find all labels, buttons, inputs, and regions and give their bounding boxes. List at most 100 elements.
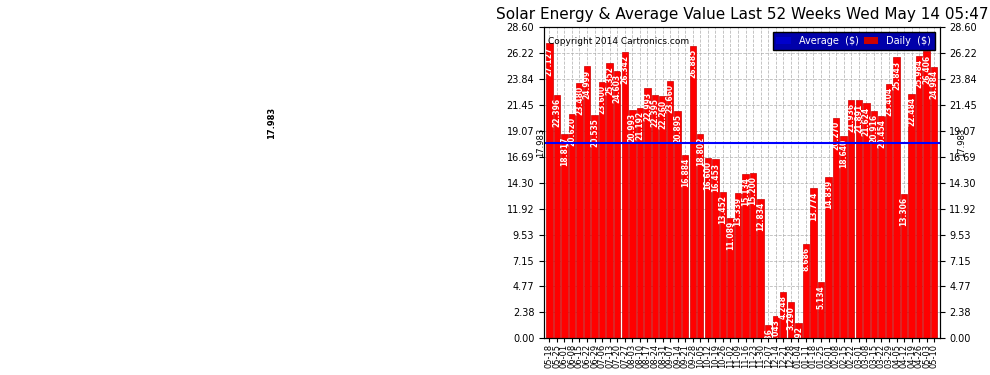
Text: 13.774: 13.774 (809, 192, 818, 221)
Text: 25.984: 25.984 (915, 59, 924, 88)
Bar (878, 116, 885, 338)
Text: 17.983: 17.983 (537, 128, 545, 158)
Title: Solar Energy & Average Value Last 52 Weeks Wed May 14 05:47: Solar Energy & Average Value Last 52 Wee… (496, 7, 988, 22)
Bar (780, 292, 786, 338)
Text: 18.640: 18.640 (840, 139, 848, 168)
Text: 13.306: 13.306 (900, 197, 909, 226)
Bar (651, 95, 658, 338)
Bar (728, 217, 734, 338)
Bar (584, 66, 590, 338)
Text: 25.352: 25.352 (605, 66, 614, 95)
Legend: Average  ($), Daily  ($): Average ($), Daily ($) (772, 32, 935, 50)
Bar (720, 192, 726, 338)
Bar (757, 199, 764, 338)
Text: 11.089: 11.089 (726, 221, 735, 250)
Bar (795, 323, 802, 338)
Bar (833, 118, 840, 338)
Text: 24.999: 24.999 (582, 70, 592, 99)
Bar (697, 134, 704, 338)
Bar (909, 94, 915, 338)
Text: 26.885: 26.885 (688, 49, 697, 78)
Bar (742, 174, 748, 338)
Bar (749, 173, 756, 338)
Bar (916, 56, 923, 338)
Text: 17.983: 17.983 (267, 107, 276, 140)
Text: 20.993: 20.993 (628, 113, 637, 142)
Text: 20.535: 20.535 (590, 118, 599, 147)
Bar (826, 177, 832, 338)
Bar (682, 154, 688, 338)
Text: 21.891: 21.891 (854, 104, 863, 133)
Bar (863, 103, 869, 338)
Bar (599, 82, 605, 338)
Text: 20.895: 20.895 (673, 114, 682, 144)
Bar (561, 134, 567, 338)
Bar (810, 189, 817, 338)
Text: 18.802: 18.802 (696, 137, 705, 166)
Bar (689, 46, 696, 338)
Text: 13.452: 13.452 (719, 195, 728, 224)
Text: 23.480: 23.480 (575, 86, 584, 116)
Bar (924, 51, 930, 338)
Bar (735, 193, 742, 338)
Text: 4.248: 4.248 (779, 296, 788, 320)
Text: 20.916: 20.916 (869, 114, 878, 143)
Bar (788, 303, 794, 338)
Bar (886, 84, 892, 338)
Text: 1.392: 1.392 (794, 326, 803, 350)
Text: 15.200: 15.200 (748, 176, 757, 205)
Text: 26.406: 26.406 (923, 54, 932, 84)
Text: 15.134: 15.134 (742, 177, 750, 206)
Text: 13.339: 13.339 (734, 196, 742, 226)
Text: 16.884: 16.884 (681, 158, 690, 187)
Bar (622, 52, 628, 338)
Bar (629, 110, 636, 338)
Text: 24.984: 24.984 (930, 70, 939, 99)
Bar (576, 83, 583, 338)
Bar (841, 136, 846, 338)
Text: 5.134: 5.134 (817, 286, 826, 309)
Bar (818, 282, 825, 338)
Text: Copyright 2014 Cartronics.com: Copyright 2014 Cartronics.com (548, 37, 689, 46)
Bar (644, 88, 650, 338)
Bar (803, 244, 809, 338)
Bar (667, 81, 673, 338)
Bar (614, 71, 621, 338)
Text: 8.686: 8.686 (802, 247, 811, 271)
Text: 24.603: 24.603 (613, 74, 622, 103)
Text: 20.454: 20.454 (877, 119, 886, 148)
Text: 14.839: 14.839 (824, 180, 833, 209)
Text: 12.834: 12.834 (756, 202, 765, 231)
Text: 21.936: 21.936 (846, 103, 855, 132)
Bar (553, 95, 560, 338)
Text: 22.484: 22.484 (907, 97, 916, 126)
Text: 20.270: 20.270 (832, 121, 841, 150)
Bar (568, 114, 575, 338)
Bar (765, 325, 771, 338)
Bar (870, 111, 877, 338)
Bar (848, 100, 854, 338)
Text: 22.260: 22.260 (658, 99, 667, 129)
Text: 23.404: 23.404 (884, 87, 893, 116)
Bar (674, 111, 681, 338)
Text: 21.192: 21.192 (636, 111, 644, 140)
Bar (591, 115, 598, 338)
Text: 25.843: 25.843 (892, 60, 901, 90)
Text: 23.660: 23.660 (665, 84, 674, 113)
Text: 21.624: 21.624 (862, 106, 871, 135)
Bar (772, 316, 779, 338)
Text: 23.600: 23.600 (598, 85, 607, 114)
Bar (855, 100, 862, 338)
Bar (931, 67, 938, 338)
Bar (705, 158, 711, 338)
Bar (659, 96, 665, 338)
Text: 1.236: 1.236 (763, 328, 772, 352)
Bar (637, 108, 644, 338)
Bar (901, 194, 907, 338)
Text: 16.453: 16.453 (711, 163, 720, 192)
Bar (607, 63, 613, 338)
Text: 18.817: 18.817 (560, 137, 569, 166)
Text: 16.600: 16.600 (703, 161, 713, 190)
Text: 2.043: 2.043 (771, 319, 780, 343)
Text: 26.342: 26.342 (621, 55, 630, 84)
